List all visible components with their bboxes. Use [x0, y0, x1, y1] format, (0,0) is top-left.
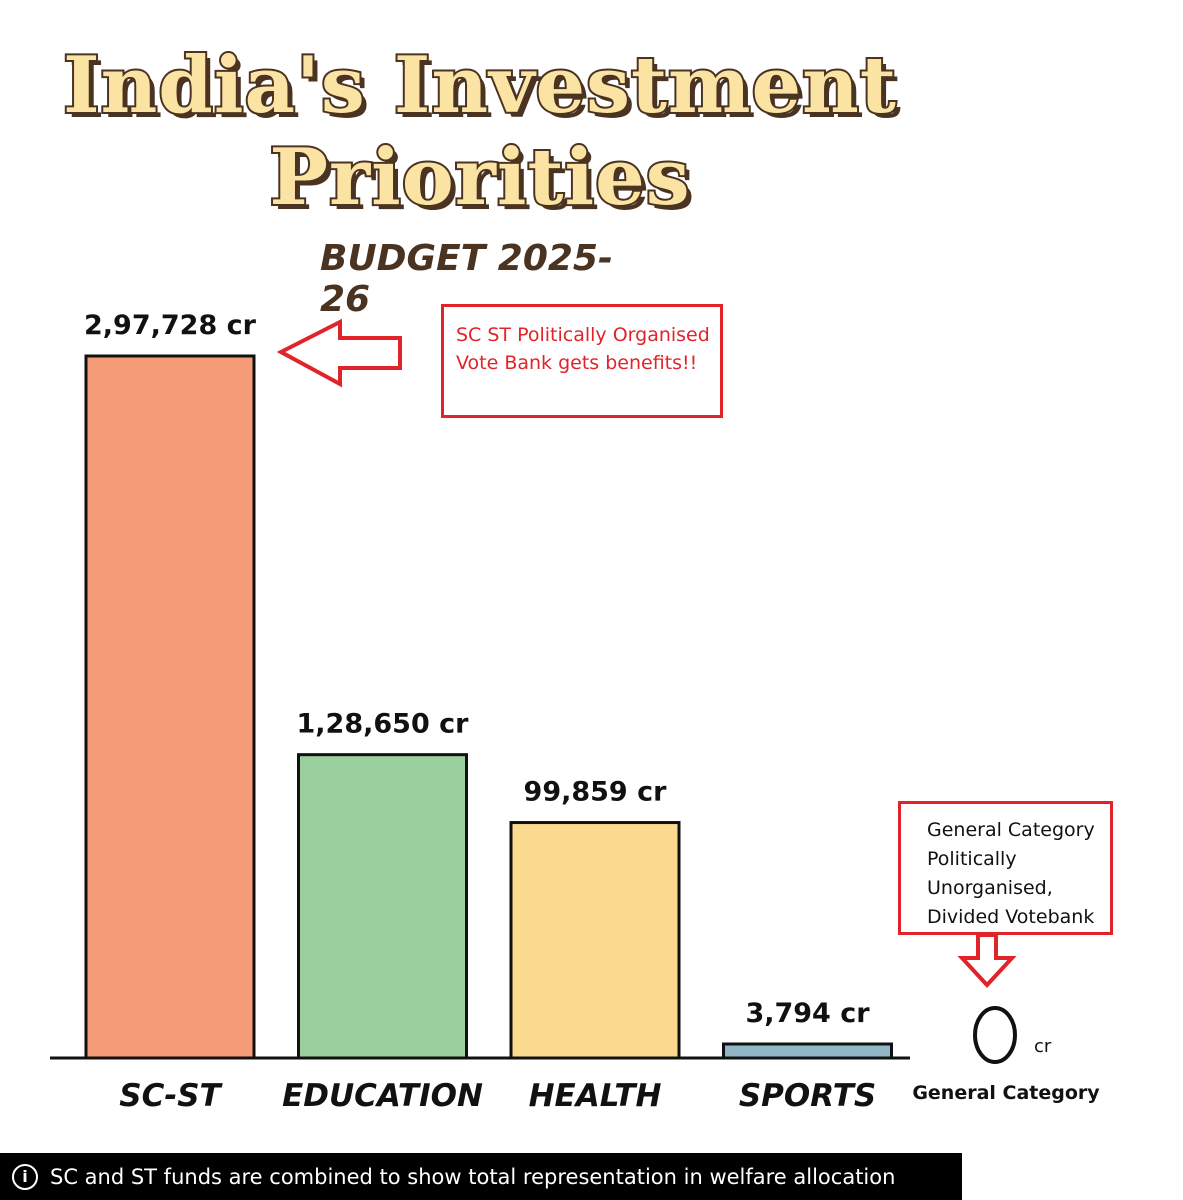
annotation-sc-st: SC ST Politically Organised Vote Bank ge… [441, 304, 723, 418]
value-label-sports: 3,794 cr [745, 998, 870, 1029]
bar-sports [722, 1042, 893, 1060]
category-label-education: EDUCATION [282, 1078, 483, 1114]
bar-health [509, 821, 681, 1060]
category-label-sports: SPORTS [739, 1078, 876, 1114]
general-category-unit: cr [1034, 1036, 1052, 1057]
bar-education [297, 753, 468, 1060]
value-label-education: 1,28,650 cr [297, 709, 470, 740]
title-line-1: India's Investment [61, 38, 898, 133]
bar-sc-st [84, 354, 256, 1060]
value-label-sc-st: 2,97,728 cr [84, 310, 257, 341]
title-line-2: Priorities [267, 130, 691, 225]
red-arrow-down-icon [957, 933, 1017, 988]
annotation-general-category: General Category Politically Unorganised… [898, 801, 1113, 935]
general-category-label: General Category [912, 1082, 1100, 1104]
bar-chart: 2,97,728 cr SC-ST 1,28,650 cr EDUCATION 99,8… [50, 310, 1017, 1114]
footer-note: i SC and ST funds are combined to show t… [0, 1153, 962, 1200]
info-icon: i [12, 1163, 38, 1190]
category-label-health: HEALTH [529, 1078, 662, 1114]
footer-text: SC and ST funds are combined to show tot… [50, 1164, 896, 1189]
annotation-general-text: General Category Politically Unorganised… [927, 819, 1095, 928]
category-label-sc-st: SC-ST [119, 1078, 223, 1114]
value-label-health: 99,859 cr [524, 777, 668, 808]
annotation-sc-st-text: SC ST Politically Organised Vote Bank ge… [456, 324, 710, 374]
chart-subtitle: BUDGET 2025-26 [320, 238, 613, 320]
chart-title: India's Investment Priorities [0, 38, 960, 225]
general-category-zero-value [973, 1006, 1017, 1064]
red-arrow-left-icon [276, 318, 402, 388]
